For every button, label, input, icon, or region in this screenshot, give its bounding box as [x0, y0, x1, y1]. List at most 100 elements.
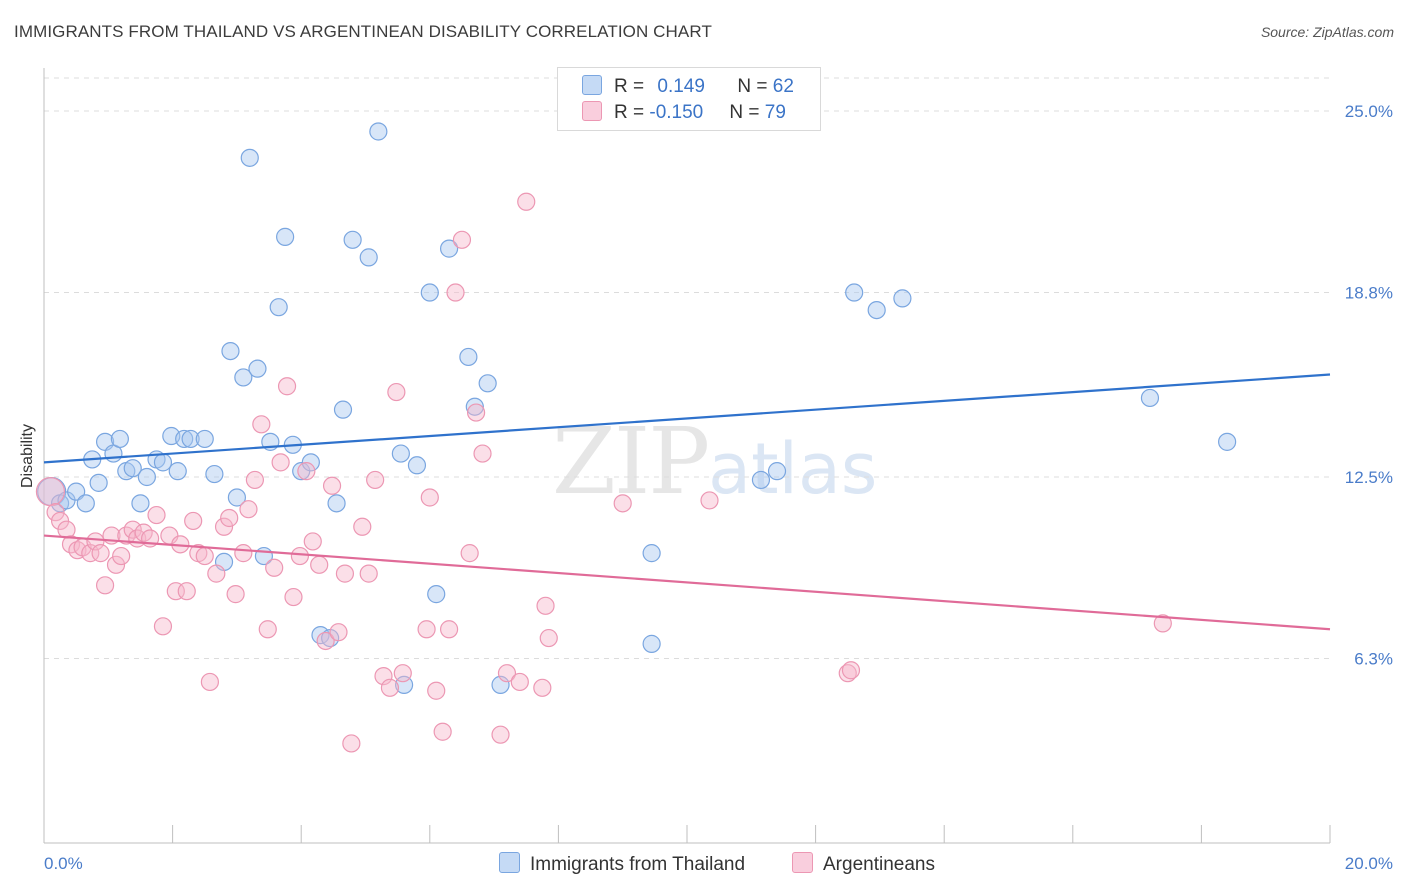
- bottom-legend-label: Argentineans: [823, 854, 935, 875]
- point-thailand: [221, 341, 240, 361]
- point-argentineans: [303, 532, 322, 551]
- point-argentineans: [460, 544, 479, 563]
- point-thailand: [359, 248, 378, 267]
- legend-n-label: N =: [729, 102, 765, 123]
- point-thailand: [427, 585, 446, 604]
- point-thailand: [867, 300, 886, 320]
- point-thailand: [420, 283, 439, 302]
- point-argentineans: [277, 377, 297, 396]
- point-argentineans: [95, 576, 115, 595]
- point-argentineans: [329, 623, 348, 642]
- point-thailand: [240, 148, 259, 167]
- point-thailand: [276, 227, 295, 246]
- point-argentineans: [387, 382, 406, 402]
- point-thailand: [175, 429, 194, 449]
- point-thailand: [642, 634, 661, 653]
- point-thailand: [76, 494, 95, 513]
- point-argentineans: [366, 470, 385, 490]
- x-tick-label: 20.0%: [1345, 854, 1393, 873]
- legend-n-label: N =: [737, 76, 773, 97]
- point-argentineans: [81, 544, 100, 563]
- point-thailand: [269, 298, 288, 317]
- point-thailand: [205, 464, 224, 484]
- point-argentineans: [838, 664, 857, 683]
- legend-swatch-blue: [582, 75, 602, 95]
- point-argentineans: [497, 664, 517, 683]
- legend-row-argentineans: R = -0.150 N = 79: [582, 101, 786, 127]
- point-argentineans: [417, 620, 436, 639]
- point-thailand: [1218, 432, 1237, 451]
- point-argentineans: [446, 283, 465, 302]
- point-argentineans: [271, 453, 290, 472]
- point-thailand: [1140, 388, 1160, 408]
- point-argentineans: [245, 470, 265, 490]
- point-thailand: [893, 289, 912, 308]
- point-argentineans: [473, 444, 492, 463]
- point-thailand: [459, 347, 478, 367]
- point-thailand: [767, 462, 787, 481]
- point-thailand: [234, 368, 253, 387]
- point-argentineans: [297, 462, 316, 481]
- point-argentineans: [374, 667, 393, 686]
- point-thailand: [439, 239, 459, 258]
- legend-r-value: 0.149: [657, 76, 705, 97]
- point-argentineans: [112, 546, 131, 566]
- legend-r-label: R =: [614, 76, 650, 97]
- point-argentineans: [427, 681, 446, 700]
- point-thailand: [110, 429, 129, 449]
- point-argentineans: [284, 587, 303, 607]
- source-note: Source: ZipAtlas.com: [1260, 24, 1394, 40]
- point-argentineans: [234, 544, 253, 563]
- legend-row-thailand: R = 0.149 N = 62: [582, 75, 794, 101]
- x-tick-label: 0.0%: [44, 854, 83, 873]
- point-argentineans: [184, 511, 203, 531]
- y-tick-label: 25.0%: [1345, 102, 1393, 121]
- point-thailand: [327, 494, 346, 513]
- point-argentineans: [700, 491, 719, 510]
- point-argentineans: [86, 532, 105, 551]
- point-argentineans: [439, 620, 459, 639]
- y-tick-label: 6.3%: [1354, 650, 1393, 669]
- point-argentineans: [316, 631, 335, 651]
- point-thailand: [642, 544, 661, 563]
- point-argentineans: [310, 555, 329, 574]
- point-argentineans: [207, 564, 226, 583]
- point-argentineans: [35, 477, 66, 507]
- point-argentineans: [322, 476, 342, 495]
- point-thailand: [131, 494, 150, 513]
- point-argentineans: [177, 582, 196, 601]
- point-argentineans: [123, 520, 142, 539]
- legend-n-value: 79: [764, 102, 786, 123]
- point-thailand: [181, 429, 200, 449]
- tick-labels: 6.3% 12.5% 18.8% 25.0% 0.0% 20.0%: [44, 102, 1393, 873]
- legend-swatch-pink: [582, 101, 602, 121]
- point-argentineans: [539, 628, 558, 648]
- bottom-legend-swatch-pink: [792, 852, 813, 873]
- point-thailand: [153, 453, 173, 472]
- grid-lines: [44, 77, 1330, 660]
- series-thailand-points: [37, 122, 1237, 694]
- point-thailand: [751, 470, 771, 490]
- point-argentineans: [353, 517, 372, 536]
- point-argentineans: [265, 558, 284, 577]
- point-thailand: [343, 230, 362, 249]
- point-thailand: [195, 429, 214, 449]
- y-tick-label: 18.8%: [1345, 284, 1393, 303]
- bottom-legend-swatch-blue: [499, 852, 520, 873]
- axes: [43, 68, 1331, 844]
- point-argentineans: [335, 564, 355, 583]
- point-argentineans: [536, 596, 555, 615]
- point-argentineans: [258, 620, 277, 639]
- point-thailand: [491, 675, 510, 694]
- point-argentineans: [393, 664, 412, 683]
- point-argentineans: [433, 722, 452, 741]
- bottom-legend-thailand: Immigrants from Thailand: [499, 852, 745, 876]
- point-thailand: [168, 462, 187, 481]
- point-argentineans: [420, 488, 439, 507]
- point-thailand: [465, 397, 484, 416]
- point-argentineans: [380, 678, 400, 697]
- point-argentineans: [533, 678, 552, 697]
- point-argentineans: [200, 672, 219, 692]
- point-thailand: [845, 283, 864, 302]
- point-argentineans: [342, 734, 361, 753]
